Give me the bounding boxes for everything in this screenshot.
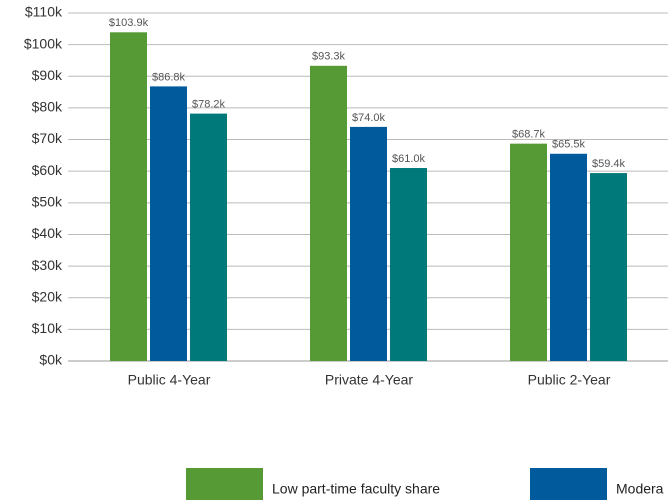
y-tick-label: $30k (32, 257, 63, 273)
bar (110, 32, 147, 361)
y-tick-label: $70k (32, 130, 63, 146)
bar (150, 86, 187, 361)
value-label: $59.4k (592, 158, 626, 170)
bar (390, 168, 427, 361)
y-tick-label: $100k (24, 35, 63, 51)
value-label: $61.0k (392, 153, 426, 165)
y-tick-label: $80k (32, 99, 63, 115)
x-tick-label: Public 2-Year (528, 372, 611, 388)
value-label: $86.8k (152, 71, 186, 83)
y-tick-label: $20k (32, 288, 63, 304)
y-tick-label: $110k (25, 4, 63, 20)
bar (350, 126, 387, 362)
legend-swatch (186, 468, 263, 500)
value-label: $74.0k (352, 112, 386, 124)
bar (510, 143, 547, 361)
legend-label: Low part-time faculty share (272, 481, 440, 497)
legend-label: Modera (616, 481, 664, 497)
y-tick-label: $10k (32, 320, 63, 336)
bar (550, 153, 587, 361)
y-tick-label: $60k (32, 162, 63, 178)
value-label: $103.9k (109, 17, 149, 29)
value-label: $93.3k (312, 51, 346, 63)
y-tick-label: $40k (32, 225, 63, 241)
bar (190, 113, 227, 361)
x-tick-label: Private 4-Year (325, 372, 414, 388)
x-tick-label: Public 4-Year (128, 372, 211, 388)
bar (310, 65, 347, 361)
legend-swatch (530, 468, 607, 500)
value-label: $68.7k (512, 129, 546, 141)
y-tick-label: $50k (32, 194, 63, 210)
y-tick-label: $0k (39, 352, 63, 368)
value-label: $78.2k (192, 99, 226, 111)
bar (590, 173, 627, 361)
y-tick-label: $90k (32, 67, 63, 83)
value-label: $65.5k (552, 139, 586, 151)
